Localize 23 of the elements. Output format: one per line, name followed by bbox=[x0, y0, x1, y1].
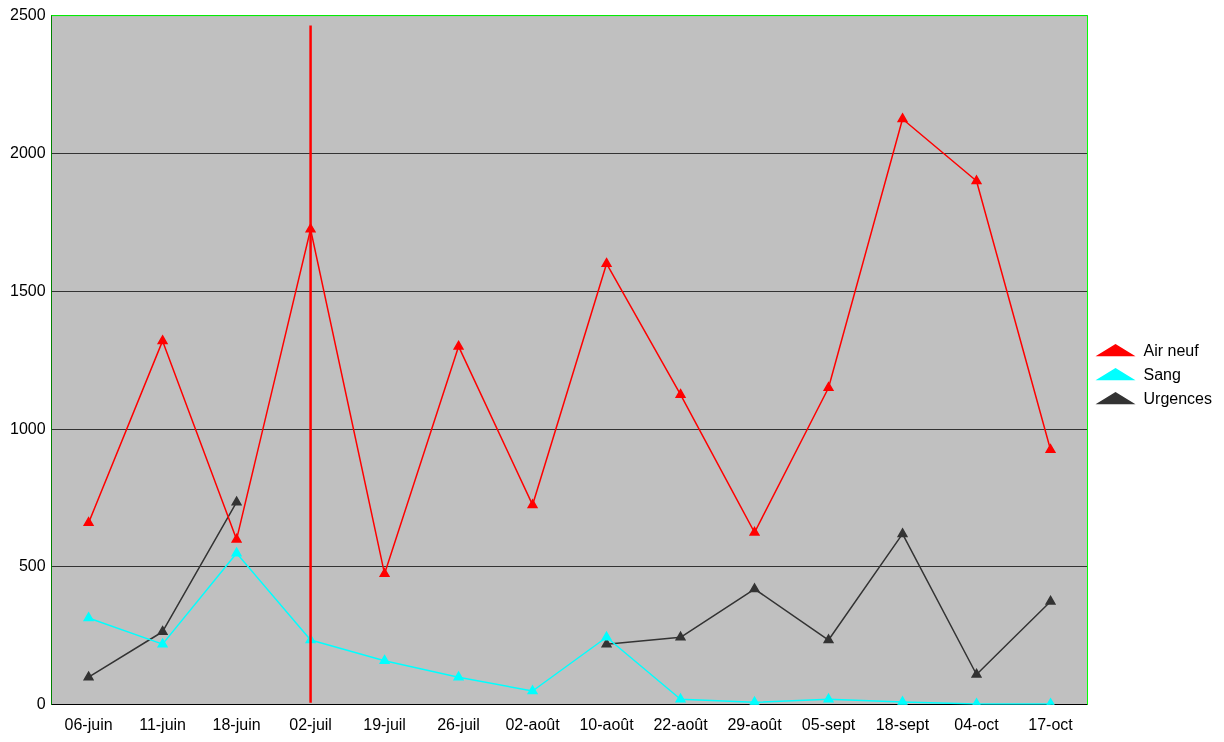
y-tick-label: 500 bbox=[18, 557, 46, 575]
x-tick-label: 26-juil bbox=[437, 715, 480, 733]
y-tick-label: 1000 bbox=[10, 419, 46, 437]
y-tick-label: 0 bbox=[36, 695, 46, 713]
x-tick-label: 02-juil bbox=[289, 715, 332, 733]
legend-label: Air neuf bbox=[1143, 342, 1200, 360]
y-tick-label: 1500 bbox=[10, 281, 46, 299]
x-tick-label: 11-juin bbox=[139, 715, 187, 733]
x-tick-label: 18-sept bbox=[875, 715, 930, 733]
x-tick-label: 29-août bbox=[727, 715, 783, 733]
x-tick-label: 17-oct bbox=[1028, 715, 1074, 733]
legend-label: Urgences bbox=[1143, 390, 1213, 408]
y-tick-label: 2500 bbox=[10, 6, 46, 24]
y-tick-label: 2000 bbox=[10, 143, 46, 161]
x-tick-label: 19-juil bbox=[363, 715, 406, 733]
x-tick-label: 04-oct bbox=[954, 715, 1000, 733]
x-tick-label: 10-août bbox=[579, 715, 635, 733]
x-tick-label: 02-août bbox=[505, 715, 561, 733]
x-tick-label: 05-sept bbox=[801, 715, 856, 733]
x-tick-label: 06-juin bbox=[64, 715, 113, 733]
x-tick-label: 18-juin bbox=[212, 715, 261, 733]
x-tick-label: 22-août bbox=[653, 715, 709, 733]
legend-label: Sang bbox=[1143, 366, 1181, 384]
